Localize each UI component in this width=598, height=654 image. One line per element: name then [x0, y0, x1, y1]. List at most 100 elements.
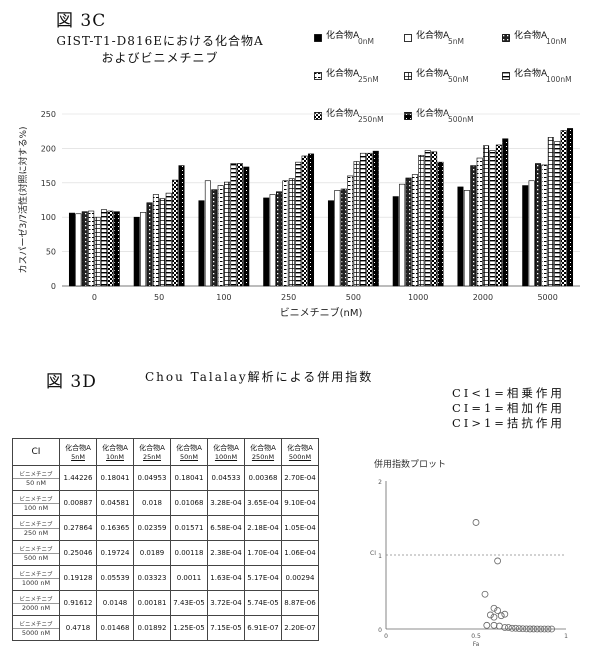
- table-cell: 8.87E-06: [281, 590, 319, 616]
- legend-concentration: 50nM: [448, 75, 469, 84]
- scatter-y-label: CI: [370, 550, 376, 557]
- ci-note-antagonism: CI>1=拮抗作用: [452, 416, 565, 430]
- scatter-point: [544, 625, 552, 633]
- bar: [405, 177, 412, 287]
- bar: [457, 186, 464, 287]
- table-corner: CI: [12, 438, 60, 466]
- y-tick-label: 200: [41, 144, 56, 153]
- bar: [334, 190, 341, 287]
- bar: [178, 165, 185, 287]
- table-column-header: 化合物A 250nM: [244, 438, 282, 466]
- bar: [476, 157, 483, 287]
- table-cell: 0.19724: [96, 540, 134, 566]
- table-row-header: ビニメチニブ 5000 nM: [12, 615, 60, 641]
- ci-table-wrapper: CI 化合物A 5nM 化合物A 10nM 化合物A 25nM 化合物A 50nM 化合物A 100…: [12, 438, 319, 641]
- legend-swatch: [314, 34, 322, 42]
- y-tick-label: 100: [41, 213, 56, 222]
- bar: [113, 211, 120, 287]
- legend-label: 化合物A: [326, 31, 360, 41]
- table-cell: 0.04953: [133, 465, 171, 491]
- table-column-header: 化合物A 10nM: [96, 438, 134, 466]
- table-cell: 0.25046: [59, 540, 97, 566]
- bar: [327, 200, 334, 287]
- y-tick-label: 50: [46, 248, 56, 257]
- bar: [431, 151, 438, 287]
- legend-concentration: 5nM: [448, 37, 464, 46]
- table-cell: 3.65E-04: [244, 490, 282, 516]
- table-column-header: 化合物A 25nM: [133, 438, 171, 466]
- table-cell: 0.18041: [96, 465, 134, 491]
- scatter-y-tick: 2: [378, 479, 382, 486]
- bar: [353, 161, 360, 287]
- table-cell: 0.0011: [170, 565, 208, 591]
- table-column-header: 化合物A 500nM: [281, 438, 319, 466]
- y-axis-label: カスパーゼ3/7活性(対照に対する%): [17, 126, 29, 273]
- table-cell: 2.38E-04: [207, 540, 245, 566]
- legend-swatch: [502, 72, 510, 80]
- bar: [301, 155, 308, 287]
- bar: [437, 161, 444, 287]
- table-cell: 0.01068: [170, 490, 208, 516]
- table-cell: 0.0189: [133, 540, 171, 566]
- table-cell: 0.05539: [96, 565, 134, 591]
- legend-swatch: [314, 112, 322, 120]
- bar: [211, 189, 218, 287]
- legend-concentration: 500nM: [448, 115, 474, 124]
- x-tick-label: 2000: [473, 293, 493, 302]
- scatter-point: [490, 621, 498, 629]
- table-cell: 1.44226: [59, 465, 97, 491]
- bar: [236, 163, 243, 287]
- scatter-point: [490, 613, 498, 621]
- table-cell: 0.18041: [170, 465, 208, 491]
- scatter-x-tick: 0: [384, 633, 388, 640]
- bar: [522, 185, 529, 287]
- table-cell: 7.43E-05: [170, 590, 208, 616]
- bars: [68, 128, 574, 287]
- scatter-y-tick: 0: [378, 627, 382, 634]
- table-cell: 0.00181: [133, 590, 171, 616]
- table-cell: 3.72E-04: [207, 590, 245, 616]
- table-row-header: ビニメチニブ 2000 nM: [12, 590, 60, 616]
- bar: [100, 209, 107, 287]
- bar: [399, 183, 406, 287]
- scatter-point: [540, 625, 548, 633]
- bar: [224, 181, 231, 287]
- bar: [133, 216, 140, 287]
- table-cell: 2.70E-04: [281, 465, 319, 491]
- table-row: ビニメチニブ 5000 nM 0.4718 0.01468 0.01892 1.25E-0…: [12, 615, 319, 641]
- fig-3d-title: Chou Talalay解析による併用指数: [145, 370, 374, 384]
- bar: [554, 141, 561, 287]
- table-cell: 0.91612: [59, 590, 97, 616]
- scatter-point: [494, 557, 502, 565]
- bar: [347, 175, 354, 287]
- bar: [547, 137, 554, 287]
- legend-concentration: 100nM: [546, 75, 572, 84]
- bar: [276, 191, 283, 287]
- table-cell: 7.15E-05: [207, 615, 245, 641]
- y-tick-label: 250: [41, 110, 56, 119]
- table-row: ビニメチニブ 500 nM 0.25046 0.19724 0.0189 0.00118 2…: [12, 540, 319, 566]
- table-cell: 1.70E-04: [244, 540, 282, 566]
- bar: [230, 163, 237, 287]
- legend-label: 化合物A: [416, 31, 450, 41]
- legend-swatch: [404, 72, 412, 80]
- scatter-point: [526, 625, 534, 633]
- bar: [140, 212, 147, 287]
- bar: [159, 198, 166, 287]
- x-axis-label: ビニメチニブ(nM): [280, 306, 363, 319]
- scatter-point: [533, 625, 541, 633]
- scatter-point: [537, 625, 545, 633]
- legend-label: 化合物A: [514, 31, 548, 41]
- ci-note-additive: CI=1=相加作用: [452, 401, 565, 415]
- table-cell: 0.03323: [133, 565, 171, 591]
- legend-swatch: [404, 112, 412, 120]
- scatter-y-tick: 1: [378, 553, 382, 560]
- scatter-point: [519, 625, 527, 633]
- bar: [94, 216, 101, 287]
- table-cell: 0.04581: [96, 490, 134, 516]
- scatter-point: [504, 624, 512, 631]
- bar: [295, 161, 302, 287]
- table-cell: 0.00368: [244, 465, 282, 491]
- bar: [243, 166, 250, 287]
- bar: [88, 210, 95, 287]
